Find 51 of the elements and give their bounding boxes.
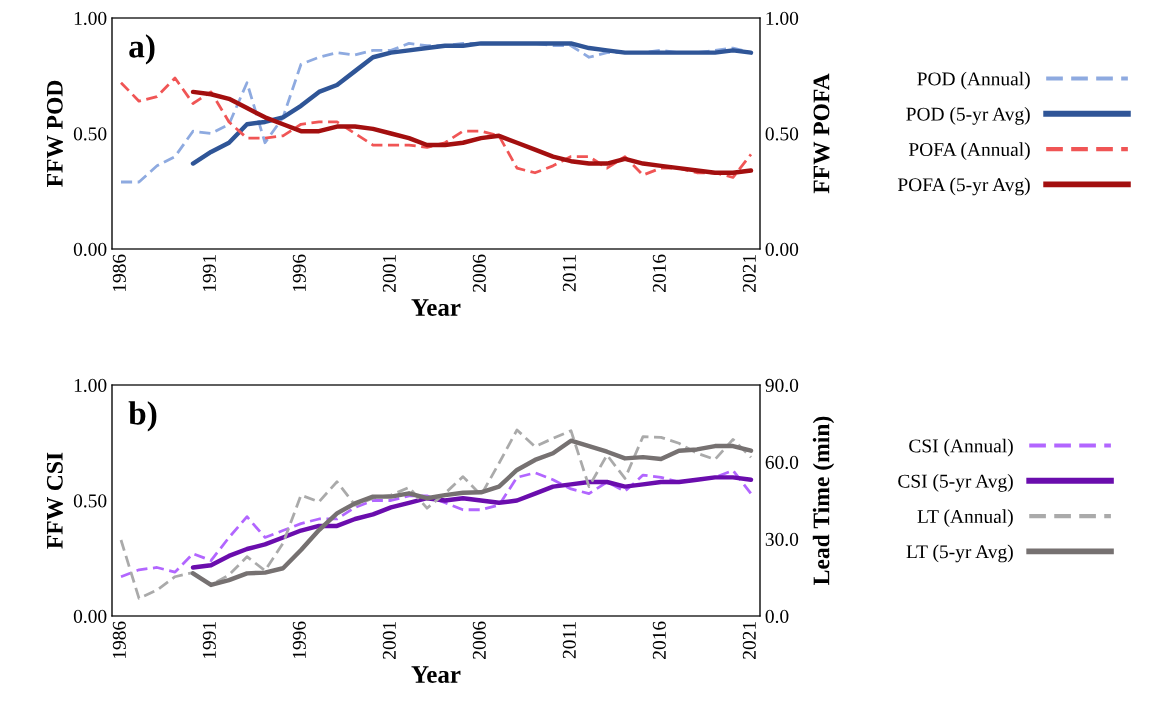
x-tick-label: 1996: [292, 254, 306, 292]
line-series: [190, 475, 754, 570]
legend-label: POFA (5-yr Avg): [897, 177, 1030, 196]
y-tick-label: 1.00: [74, 11, 107, 26]
x-tick-label: 1991: [202, 255, 216, 292]
x-tick-label: 1991: [202, 622, 216, 659]
legend-label: POD (5-yr Avg): [906, 107, 1030, 125]
x-tick-label: 2006: [472, 621, 486, 659]
y2-axis-title: Lead Time (min): [812, 416, 835, 585]
line-series: [190, 89, 754, 175]
y2-tick-label: 0.50: [765, 127, 799, 141]
x-tick-label: 2021: [742, 622, 756, 659]
legend-label: POFA (Annual): [908, 142, 1030, 160]
annotation: a): [129, 34, 155, 65]
y-tick-label: 0.00: [73, 609, 107, 624]
x-axis-title: Year: [411, 666, 461, 683]
legend-label: CSI (5-yr Avg): [898, 474, 1013, 492]
x-tick-label: 1986: [112, 254, 126, 292]
line-series: [190, 438, 754, 588]
y-tick-label: 0.50: [73, 494, 107, 508]
legend-label: LT (5-yr Avg): [906, 544, 1013, 563]
y2-tick-label: 60.0: [765, 455, 799, 470]
legend-label: LT (Annual): [917, 509, 1013, 527]
line-series: [119, 76, 753, 179]
y2-axis-title: FFW POFA: [813, 73, 830, 194]
x-tick-label: 2011: [562, 255, 576, 292]
x-tick-label: 2001: [382, 255, 396, 292]
y-tick-label: 1.00: [74, 378, 107, 393]
y-tick-label: 0.50: [73, 127, 107, 141]
legend-label: CSI (Annual): [909, 438, 1013, 457]
x-tick-label: 2011: [562, 622, 576, 659]
x-tick-label: 2016: [652, 621, 666, 659]
y2-tick-label: 0.00: [765, 242, 799, 257]
line-series: [119, 469, 753, 579]
x-axis-title: Year: [411, 299, 461, 316]
y2-tick-label: 90.0: [765, 378, 799, 393]
y-axis-title: FFW CSI: [46, 452, 63, 549]
y-tick-label: 0.00: [73, 242, 107, 257]
y2-tick-label: 0.0: [765, 609, 789, 624]
x-tick-label: 1996: [292, 621, 306, 659]
legend-label: POD (Annual): [917, 71, 1030, 90]
y2-tick-label: 1.00: [766, 11, 799, 26]
x-tick-label: 1986: [112, 621, 126, 659]
line-series: [190, 41, 754, 166]
x-tick-label: 2016: [652, 254, 666, 292]
x-tick-label: 2006: [472, 254, 486, 292]
x-tick-label: 2001: [382, 622, 396, 659]
annotation: b): [128, 401, 157, 432]
y2-tick-label: 30.0: [765, 532, 799, 547]
y-axis-title: FFW POD: [46, 80, 63, 187]
x-tick-label: 2021: [742, 255, 756, 292]
